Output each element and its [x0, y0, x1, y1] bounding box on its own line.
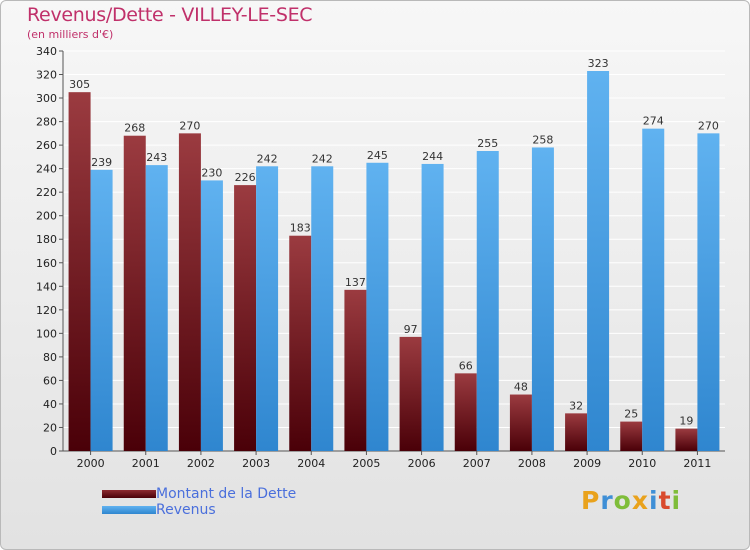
- data-label: 244: [422, 150, 443, 163]
- data-label: 66: [459, 359, 473, 372]
- y-tick-label: 320: [36, 69, 57, 82]
- bar-dette: [675, 428, 698, 451]
- legend-label-dette: Montant de la Dette: [156, 486, 297, 502]
- x-tick-label: 2007: [463, 457, 491, 470]
- data-label: 242: [257, 152, 278, 165]
- y-tick-label: 200: [36, 210, 57, 223]
- y-tick-label: 100: [36, 327, 57, 340]
- x-tick-label: 2005: [352, 457, 380, 470]
- brand-letter: i: [649, 486, 659, 515]
- x-tick-label: 2006: [408, 457, 436, 470]
- bar-dette: [289, 235, 312, 451]
- data-label: 270: [698, 119, 719, 132]
- data-label: 48: [514, 381, 528, 394]
- legend-swatch-revenus: [102, 506, 156, 514]
- y-tick-label: 80: [43, 351, 57, 364]
- bar-revenus: [200, 180, 223, 452]
- data-label: 243: [146, 151, 167, 164]
- brand-letter: o: [613, 486, 632, 515]
- y-tick-label: 220: [36, 186, 57, 199]
- bar-dette: [454, 373, 477, 451]
- y-tick-label: 20: [43, 421, 57, 434]
- x-tick-label: 2011: [683, 457, 711, 470]
- bar-dette: [399, 336, 422, 451]
- bar-dette: [68, 92, 91, 452]
- data-label: 226: [235, 171, 256, 184]
- data-label: 32: [569, 399, 583, 412]
- bar-revenus: [90, 169, 113, 451]
- data-label: 97: [404, 323, 418, 336]
- y-tick-label: 140: [36, 280, 57, 293]
- bar-dette: [234, 185, 257, 451]
- bar-dette: [509, 394, 532, 451]
- data-label: 239: [91, 156, 112, 169]
- x-tick-label: 2010: [628, 457, 656, 470]
- brand-letter: i: [671, 486, 682, 515]
- y-tick-label: 0: [50, 445, 57, 458]
- bar-dette: [123, 135, 146, 452]
- bar-revenus: [476, 151, 499, 451]
- bar-revenus: [145, 165, 168, 451]
- brand-logo: Proxiti: [581, 486, 681, 515]
- y-tick-label: 180: [36, 233, 57, 246]
- axes: 0 20 40 60 80 100 120 140 160 180 200 220 240 260 280 3…: [36, 45, 725, 470]
- gridlines: [63, 50, 725, 452]
- bar-revenus: [642, 128, 665, 451]
- data-label: 137: [345, 276, 366, 289]
- bar-dette: [344, 289, 367, 451]
- y-tick-label: 340: [36, 45, 57, 58]
- bar-revenus: [256, 166, 279, 451]
- chart-title: Revenus/Dette - VILLEY-LE-SEC: [27, 4, 313, 26]
- x-tick-label: 2009: [573, 457, 601, 470]
- data-label: 255: [477, 137, 498, 150]
- y-tick-label: 260: [36, 139, 57, 152]
- data-label: 25: [624, 408, 638, 421]
- x-tick-label: 2000: [77, 457, 105, 470]
- bar-revenus: [311, 166, 334, 451]
- legend-swatch-dette: [102, 490, 156, 498]
- bar-revenus: [366, 162, 389, 451]
- data-label: 268: [124, 122, 145, 135]
- bars: [68, 71, 720, 452]
- data-label: 230: [201, 166, 222, 179]
- y-tick-label: 40: [43, 398, 57, 411]
- y-tick-label: 120: [36, 304, 57, 317]
- brand-letter: r: [600, 486, 614, 515]
- data-label: 245: [367, 149, 388, 162]
- bar-revenus: [421, 163, 444, 452]
- data-label: 305: [69, 78, 90, 91]
- y-tick-label: 300: [36, 92, 57, 105]
- chart-subtitle: (en milliers d'€): [27, 28, 114, 41]
- brand-letter: t: [658, 486, 672, 515]
- bar-dette: [178, 133, 201, 451]
- data-label: 270: [179, 119, 200, 132]
- y-tick-label: 60: [43, 374, 57, 387]
- bar-revenus: [697, 133, 720, 451]
- data-label: 19: [679, 415, 693, 428]
- x-tick-label: 2004: [297, 457, 325, 470]
- data-label: 242: [312, 152, 333, 165]
- brand-letter: x: [631, 486, 649, 515]
- brand-letter: P: [581, 486, 601, 515]
- legend-label-revenus: Revenus: [156, 502, 216, 518]
- x-tick-label: 2001: [132, 457, 160, 470]
- data-label: 183: [290, 222, 311, 235]
- x-tick-label: 2008: [518, 457, 546, 470]
- bar-dette: [565, 413, 588, 451]
- y-tick-label: 160: [36, 257, 57, 270]
- data-label: 274: [643, 115, 664, 128]
- bar-revenus: [587, 71, 610, 451]
- bar-revenus: [531, 147, 554, 451]
- data-label: 323: [588, 57, 609, 70]
- data-label: 258: [532, 133, 553, 146]
- bar-dette: [620, 421, 643, 451]
- y-tick-label: 240: [36, 163, 57, 176]
- y-tick-label: 280: [36, 116, 57, 129]
- x-tick-label: 2002: [187, 457, 215, 470]
- x-tick-label: 2003: [242, 457, 270, 470]
